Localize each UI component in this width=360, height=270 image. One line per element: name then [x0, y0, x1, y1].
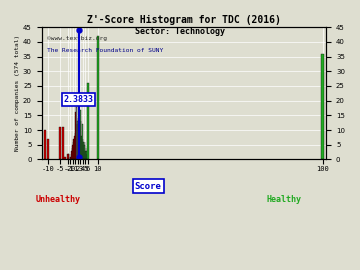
Text: Unhealthy: Unhealthy — [36, 195, 81, 204]
Title: Z'-Score Histogram for TDC (2016): Z'-Score Histogram for TDC (2016) — [87, 15, 281, 25]
Text: Score: Score — [135, 181, 162, 191]
Bar — [68, 154, 69, 160]
Bar — [74, 136, 75, 160]
Bar — [81, 136, 82, 160]
Bar — [70, 157, 71, 160]
Text: 2.3833: 2.3833 — [63, 95, 94, 104]
Bar — [76, 107, 77, 160]
Bar — [84, 145, 85, 160]
Bar — [62, 127, 64, 160]
Bar — [86, 151, 87, 160]
Bar — [44, 130, 46, 160]
Bar — [321, 54, 324, 160]
Bar — [77, 121, 78, 160]
Bar — [73, 139, 74, 160]
Bar — [72, 145, 73, 160]
Bar — [87, 83, 89, 160]
Bar — [64, 157, 66, 160]
Bar — [59, 127, 61, 160]
Bar — [82, 124, 83, 160]
Bar — [83, 142, 84, 160]
Bar — [78, 124, 79, 160]
Bar — [79, 110, 80, 160]
Bar — [96, 36, 99, 160]
Text: ©www.textbiz.org: ©www.textbiz.org — [47, 36, 107, 42]
Y-axis label: Number of companies (574 total): Number of companies (574 total) — [15, 35, 20, 151]
Bar — [75, 112, 76, 160]
Bar — [80, 110, 81, 160]
Text: Healthy: Healthy — [266, 195, 301, 204]
Text: The Research Foundation of SUNY: The Research Foundation of SUNY — [47, 48, 163, 53]
Text: Sector: Technology: Sector: Technology — [135, 27, 225, 36]
Bar — [85, 151, 86, 160]
Bar — [47, 139, 49, 160]
Bar — [67, 154, 69, 160]
Bar — [71, 151, 72, 160]
